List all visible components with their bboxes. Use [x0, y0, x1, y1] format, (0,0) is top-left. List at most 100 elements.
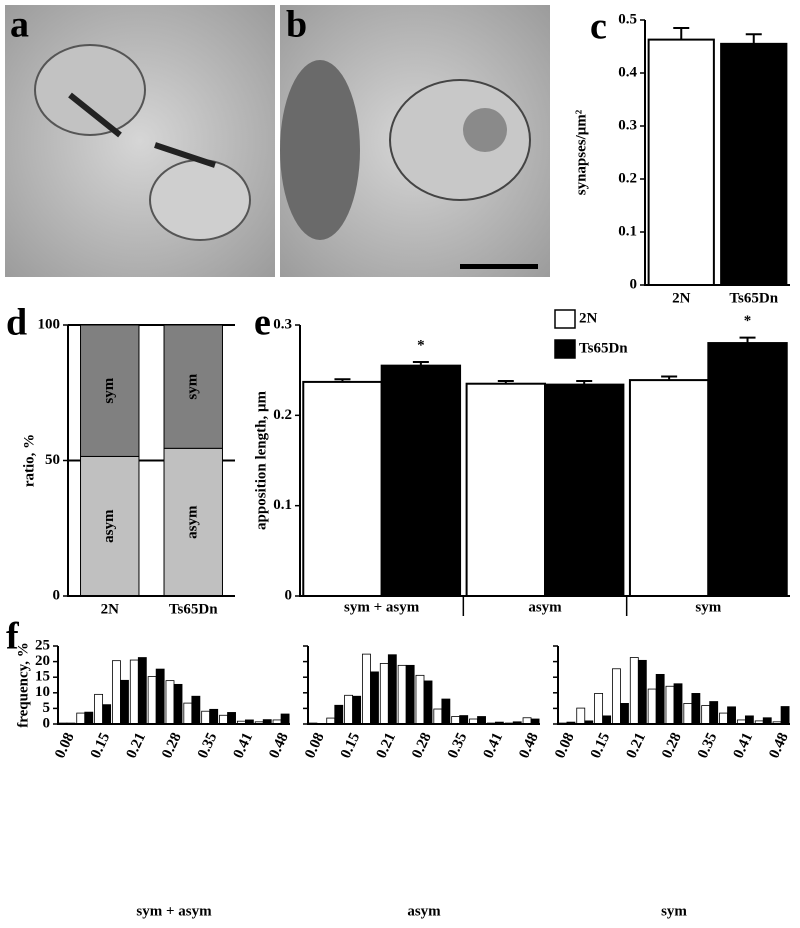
y-tick-label: 25	[35, 637, 50, 653]
bar	[201, 710, 211, 725]
micrograph	[280, 5, 550, 277]
axis	[557, 646, 790, 725]
y-tick-label: 20	[35, 653, 50, 669]
bar	[647, 688, 657, 725]
bar	[477, 716, 486, 725]
y-tick-label: 0.2	[273, 407, 292, 423]
y-axis-label: frequency, %	[15, 642, 31, 728]
bar	[719, 712, 728, 725]
panel-label: c	[590, 6, 607, 48]
x-tick-label: 0.15	[338, 730, 364, 761]
bar	[155, 668, 165, 725]
y-tick-label: 100	[38, 316, 61, 332]
x-tick-label: 2N	[101, 601, 120, 617]
x-tick-label: 0.35	[195, 730, 221, 761]
x-tick-label: 0.08	[52, 730, 78, 761]
x-tick-label: 0.21	[123, 730, 149, 761]
bar	[655, 673, 665, 725]
error-bar	[497, 380, 514, 384]
segment-label: asym	[101, 509, 117, 543]
axis	[307, 646, 540, 725]
y-tick-label: 15	[35, 669, 50, 685]
y-tick-label: 10	[35, 684, 50, 700]
bar	[673, 683, 683, 725]
y-tick-label: 50	[45, 452, 60, 468]
y-axis-label: ratio, %	[21, 434, 37, 487]
x-tick-label: 0.35	[695, 730, 721, 761]
x-tick-label: sym	[695, 599, 721, 615]
bar	[720, 42, 788, 286]
bar	[334, 704, 344, 725]
y-tick-label: 0.1	[273, 497, 292, 513]
bar	[129, 659, 139, 725]
error-bar	[576, 380, 593, 385]
x-tick-label: 0.41	[231, 730, 257, 761]
y-tick-label: 0	[53, 587, 61, 603]
x-tick-label: 0.15	[88, 730, 114, 761]
legend-label: 2N	[579, 310, 598, 326]
bar	[76, 712, 86, 725]
bar	[112, 660, 121, 725]
error-bar	[673, 26, 690, 40]
bar-segment	[80, 324, 140, 457]
bar	[423, 680, 433, 725]
x-tick-label: 0.28	[659, 730, 685, 761]
panel-label: e	[254, 302, 271, 344]
y-tick-label: 0.2	[618, 170, 637, 186]
x-tick-label: sym + asym	[344, 599, 420, 615]
x-tick-label: 0.41	[481, 730, 507, 761]
error-bar	[661, 375, 678, 381]
bar	[451, 716, 461, 725]
bar	[380, 364, 462, 597]
bar	[465, 382, 547, 598]
bar	[691, 693, 701, 725]
bar	[441, 698, 451, 725]
axis	[644, 20, 790, 286]
x-tick-label: 0.08	[302, 730, 328, 761]
bar	[647, 38, 715, 286]
x-axis-label: sym + asym	[136, 903, 212, 919]
y-tick-label: 0.4	[618, 64, 637, 80]
bar	[344, 694, 354, 725]
y-tick-label: 0	[43, 715, 51, 731]
y-tick-label: 0.1	[618, 223, 637, 239]
y-tick-label: 0.5	[618, 11, 637, 27]
x-tick-label: 2N	[672, 290, 691, 306]
x-tick-label: Ts65Dn	[169, 601, 218, 617]
y-tick-label: 0	[285, 587, 293, 603]
bar	[120, 679, 129, 725]
bar	[629, 657, 639, 725]
x-tick-label: 0.41	[731, 730, 757, 761]
error-bar	[334, 378, 351, 382]
panel-label: a	[10, 4, 29, 46]
x-tick-label: 0.15	[588, 730, 614, 761]
panel-label: f	[6, 616, 20, 658]
bar	[352, 695, 362, 725]
bar	[387, 654, 397, 725]
bar	[370, 671, 379, 725]
bar	[209, 708, 219, 725]
x-tick-label: 0.28	[159, 730, 185, 761]
bar	[280, 713, 290, 725]
axis	[57, 646, 290, 725]
x-tick-label: 0.28	[409, 730, 435, 761]
bar-segment	[163, 324, 223, 449]
bar	[665, 685, 675, 725]
bar	[459, 715, 469, 725]
x-tick-label: 0.21	[623, 730, 649, 761]
scale-bar	[460, 264, 538, 269]
bar	[701, 705, 711, 725]
segment-label: asym	[185, 505, 201, 539]
bar	[227, 712, 236, 725]
bar	[165, 680, 175, 725]
x-axis-label: asym	[407, 903, 441, 919]
bar	[576, 707, 586, 725]
axis	[67, 325, 235, 597]
bar	[709, 701, 719, 725]
x-tick-label: 0.48	[266, 730, 292, 761]
x-tick-label: 0.21	[373, 730, 399, 761]
bar	[362, 653, 371, 725]
segment-label: sym	[101, 377, 117, 403]
x-axis-label: sym	[661, 903, 687, 919]
